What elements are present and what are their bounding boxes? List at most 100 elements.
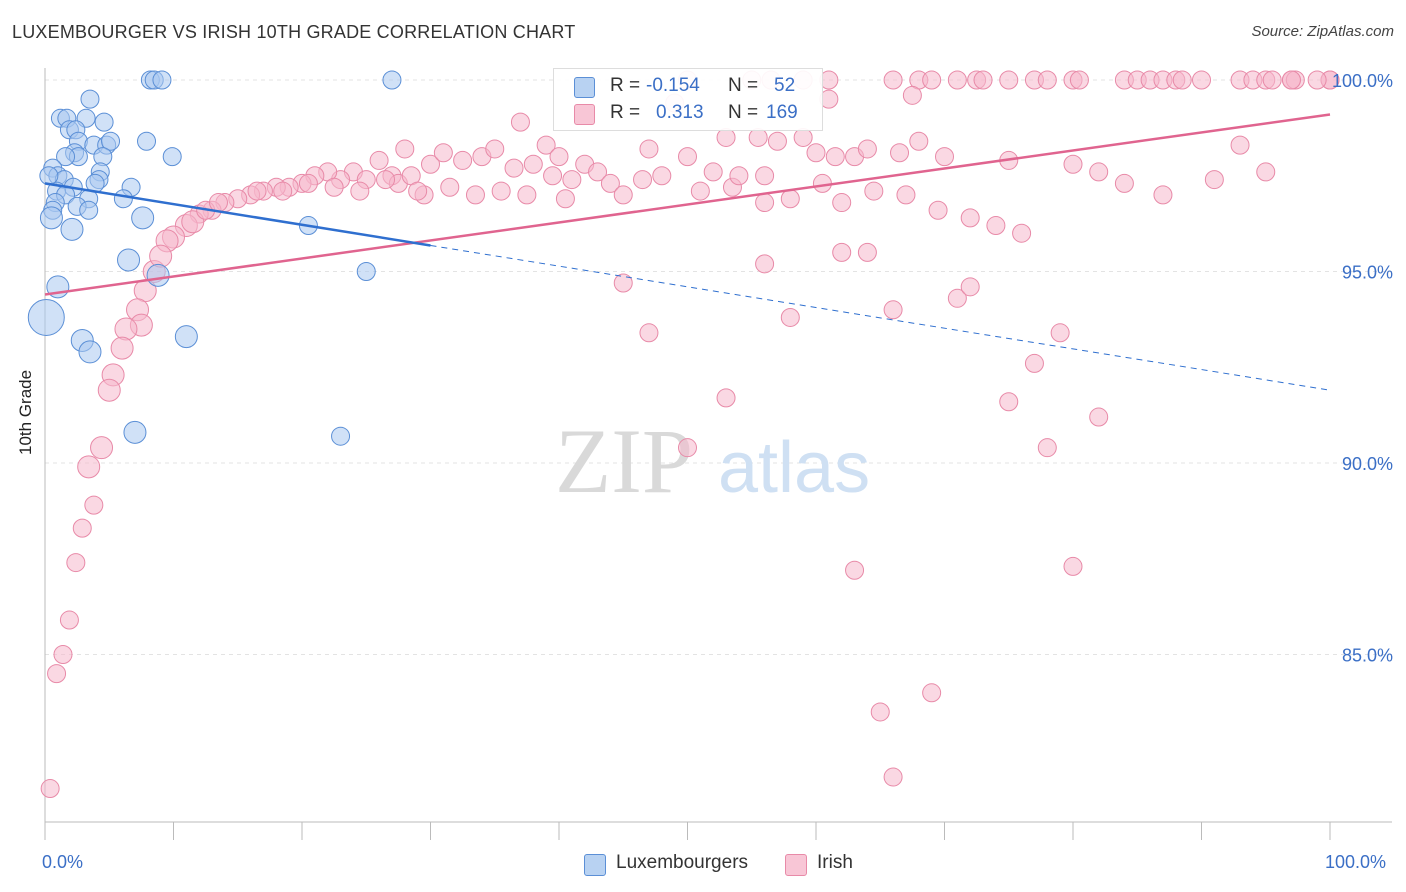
irish-point (1037, 438, 1057, 458)
irish-point (780, 189, 800, 209)
luxembourger-point (27, 298, 65, 336)
irish-point (1114, 173, 1134, 193)
irish-point (53, 645, 73, 664)
y-tick-label: 95.0% (1342, 263, 1393, 283)
irish-point (90, 436, 114, 460)
luxembourger-point (382, 70, 402, 90)
irish-point (690, 181, 710, 201)
irish-point (555, 189, 575, 209)
irish-point (97, 378, 121, 402)
irish-point (639, 139, 659, 159)
irish-point (523, 154, 543, 174)
irish-point (973, 70, 993, 90)
luxembourger-point (137, 131, 157, 151)
irish-point (716, 388, 736, 408)
luxembourger-point (131, 206, 155, 230)
irish-point (536, 135, 556, 155)
n-value: 52 (774, 75, 796, 96)
irish-point (633, 170, 653, 190)
luxembourger-point (113, 189, 133, 209)
irish-point (1204, 170, 1224, 190)
irish-point (1012, 223, 1032, 243)
irish-point (922, 683, 942, 703)
irish-point (896, 185, 916, 205)
irish-point (40, 779, 60, 799)
irish-point (999, 392, 1019, 412)
luxembourger-point (56, 147, 76, 167)
irish-point (986, 216, 1006, 236)
irish-point (1089, 162, 1109, 182)
irish-point (510, 112, 530, 132)
luxembourger-point (60, 217, 84, 241)
irish-point (1153, 185, 1173, 205)
irish-point (1172, 70, 1192, 90)
watermark: ZIP atlas (555, 410, 870, 512)
irish-point (755, 193, 775, 213)
luxembourger-point (117, 248, 141, 272)
irish-point (59, 610, 79, 630)
irish-point (857, 242, 877, 262)
irish-point (465, 185, 485, 205)
irish-point (504, 158, 524, 178)
x-tick-label-min: 0.0% (42, 852, 84, 872)
irish-point (1281, 70, 1301, 90)
irish-point (999, 70, 1019, 90)
irish-point (408, 181, 428, 201)
irish-point (883, 767, 903, 787)
irish-point (47, 664, 67, 684)
luxembourger-point (39, 206, 63, 230)
irish-point (845, 560, 865, 580)
irish-point (1192, 70, 1211, 90)
irish-point (703, 162, 723, 182)
irish-point (1089, 407, 1109, 427)
luxembourger-point (79, 200, 99, 220)
irish-point (922, 70, 942, 90)
irish-point (767, 131, 787, 151)
irish-point (114, 317, 138, 341)
luxembourger-trend-extension (430, 244, 1331, 391)
irish-point (149, 244, 173, 268)
luxembourger-point (356, 262, 376, 281)
irish-point (793, 127, 813, 147)
legend-label: Luxembourgers (616, 852, 749, 873)
irish-point (864, 181, 884, 201)
n-label: N = (728, 75, 759, 96)
source-label: Source: ZipAtlas.com (1251, 23, 1394, 40)
watermark-atlas: atlas (718, 428, 870, 508)
irish-point (543, 166, 563, 186)
irish-point (1063, 556, 1083, 576)
watermark-zip: ZIP (555, 410, 693, 512)
legend-swatch-blue (584, 854, 606, 876)
luxembourger-point (331, 426, 351, 446)
irish-point (549, 147, 569, 167)
irish-point (883, 70, 903, 90)
irish-point (870, 702, 890, 722)
irish-point (780, 307, 800, 327)
irish-point (588, 162, 608, 182)
irish-point (857, 139, 877, 159)
irish-point (613, 185, 633, 205)
irish-point (960, 277, 980, 297)
r-label: R = (610, 75, 641, 96)
irish-point (947, 288, 967, 308)
n-value: 169 (766, 102, 798, 123)
r-value: 0.313 (656, 102, 704, 123)
irish-point (960, 208, 980, 228)
irish-point (812, 173, 832, 193)
irish-point (1256, 162, 1276, 182)
irish-point (755, 166, 775, 186)
irish-point (883, 300, 903, 320)
grid-lines (45, 79, 1392, 655)
irish-point (613, 273, 633, 293)
irish-point (678, 147, 697, 167)
irish-point (909, 131, 929, 151)
irish-point (1037, 70, 1057, 90)
chart-title: LUXEMBOURGER VS IRISH 10TH GRADE CORRELA… (12, 22, 576, 42)
irish-point (639, 323, 659, 343)
irish-point (935, 147, 954, 167)
irish-point (376, 170, 396, 190)
irish-point (832, 193, 852, 213)
luxembourger-point (78, 340, 102, 364)
irish-point (110, 336, 134, 360)
